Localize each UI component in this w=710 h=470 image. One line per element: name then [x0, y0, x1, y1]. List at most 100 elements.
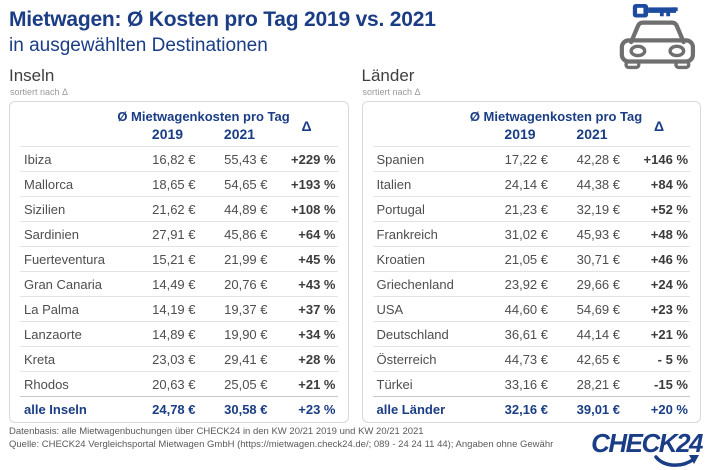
summary-row-laender: alle Länder 32,16 € 39,01 € +20 %	[372, 396, 690, 422]
delta-cell: +21 %	[298, 376, 336, 392]
delta-cell: +37 %	[298, 301, 336, 317]
header: Mietwagen: Ø Kosten pro Tag 2019 vs. 202…	[0, 0, 710, 58]
table-row: Portugal 21,23 € 32,19 € +52 %	[372, 196, 690, 221]
column-header-2019: 2019	[151, 126, 184, 142]
destination-cell: Österreich	[376, 351, 437, 367]
delta-cell: - 5 %	[657, 351, 688, 367]
summary-label: alle Inseln	[24, 402, 87, 417]
destination-cell: La Palma	[24, 301, 79, 317]
delta-cell: +24 %	[650, 276, 688, 292]
destination-cell: Kroatien	[376, 251, 425, 267]
table-row: Kreta 23,03 € 29,41 € +28 %	[20, 346, 338, 371]
logo-swoosh-arrow	[654, 455, 699, 467]
table-row: Sizilien 21,62 € 44,89 € +108 %	[20, 196, 338, 221]
delta-cell: +46 %	[650, 251, 688, 267]
section-laender: Länder sortiert nach Δ Ø Mietwagenkosten…	[361, 65, 701, 423]
price-2019-cell: 21,05 €	[504, 251, 548, 267]
price-2021-cell: 45,93 €	[576, 226, 620, 242]
table-card-laender: Ø Mietwagenkosten pro Tag 2019 2021 Δ Sp…	[361, 101, 701, 423]
table-header: Ø Mietwagenkosten pro Tag 2019 2021 Δ	[20, 102, 338, 146]
delta-cell: +21 %	[650, 326, 688, 342]
price-2019-cell: 44,60 €	[504, 301, 548, 317]
destination-cell: Sardinien	[24, 226, 79, 242]
summary-2019: 32,16 €	[504, 402, 548, 417]
price-2021-cell: 45,86 €	[224, 226, 268, 242]
summary-label: alle Länder	[376, 402, 446, 417]
price-2019-cell: 14,89 €	[152, 326, 196, 342]
price-2019-cell: 16,82 €	[152, 151, 196, 167]
delta-cell: +84 %	[650, 176, 688, 192]
price-2019-cell: 33,16 €	[504, 376, 548, 392]
price-2021-cell: 25,05 €	[224, 376, 268, 392]
destination-cell: Lanzaorte	[24, 326, 82, 342]
price-2019-cell: 24,14 €	[504, 176, 548, 192]
footnotes: Datenbasis: alle Mietwagenbuchungen über…	[9, 425, 553, 451]
summary-delta: +20 %	[650, 402, 688, 417]
destination-cell: Portugal	[376, 201, 425, 217]
delta-cell: +108 %	[291, 201, 336, 217]
table-header: Ø Mietwagenkosten pro Tag 2019 2021 Δ	[373, 102, 691, 146]
price-2019-cell: 14,19 €	[152, 301, 196, 317]
destination-cell: Kreta	[24, 351, 56, 367]
delta-cell: +64 %	[298, 226, 336, 242]
price-2021-cell: 54,69 €	[576, 301, 620, 317]
table-row: Frankreich 31,02 € 45,93 € +48 %	[372, 221, 690, 246]
section-inseln: Inseln sortiert nach Δ Ø Mietwagenkosten…	[9, 65, 349, 423]
column-header-delta: Δ	[301, 118, 312, 134]
price-2021-cell: 32,19 €	[576, 201, 620, 217]
sort-note-inseln: sortiert nach Δ	[10, 87, 69, 97]
destination-cell: Italien	[376, 176, 412, 192]
section-title-inseln: Inseln	[9, 66, 55, 85]
summary-delta: +23 %	[298, 402, 336, 417]
price-2019-cell: 27,91 €	[152, 226, 196, 242]
destination-cell: Mallorca	[24, 176, 74, 192]
destination-cell: Deutschland	[376, 326, 449, 342]
delta-cell: +34 %	[298, 326, 336, 342]
summary-2021: 39,01 €	[576, 402, 620, 417]
table-row: La Palma 14,19 € 19,37 € +37 %	[20, 296, 338, 321]
table-row: Italien 24,14 € 44,38 € +84 %	[372, 171, 690, 196]
destination-cell: Spanien	[376, 151, 425, 167]
price-2021-cell: 21,99 €	[224, 251, 268, 267]
delta-cell: +45 %	[298, 251, 336, 267]
page-subtitle: in ausgewählten Destinationen	[9, 35, 268, 56]
table-row: Gran Canaria 14,49 € 20,76 € +43 %	[20, 271, 338, 296]
delta-cell: -15 %	[654, 376, 688, 392]
price-2019-cell: 23,92 €	[504, 276, 548, 292]
delta-cell: +193 %	[291, 176, 336, 192]
summary-2021: 30,58 €	[224, 402, 268, 417]
table-body: Spanien 17,22 € 42,28 € +146 % Italien 24,14 …	[372, 146, 690, 396]
price-2019-cell: 23,03 €	[152, 351, 196, 367]
footnote-source: Quelle: CHECK24 Vergleichsportal Mietwag…	[9, 439, 554, 450]
table-row: Kroatien 21,05 € 30,71 € +46 %	[372, 246, 690, 271]
price-2019-cell: 31,02 €	[504, 226, 548, 242]
delta-cell: +23 %	[650, 301, 688, 317]
delta-cell: +28 %	[298, 351, 336, 367]
table-body: Ibiza 16,82 € 55,43 € +229 % Mallorca 18,65 €…	[20, 146, 338, 396]
delta-cell: +43 %	[298, 276, 336, 292]
table-card-inseln: Ø Mietwagenkosten pro Tag 2019 2021 Δ Ib…	[9, 101, 349, 423]
price-2021-cell: 19,37 €	[224, 301, 268, 317]
destination-cell: Ibiza	[24, 151, 52, 167]
table-row: Griechenland 23,92 € 29,66 € +24 %	[372, 271, 690, 296]
destination-cell: Rhodos	[24, 376, 69, 392]
delta-cell: +52 %	[650, 201, 688, 217]
price-2021-cell: 29,66 €	[576, 276, 620, 292]
price-2021-cell: 30,71 €	[576, 251, 620, 267]
price-2021-cell: 44,38 €	[576, 176, 620, 192]
check24-logo-text: CHECK24	[591, 428, 703, 458]
table-row: Rhodos 20,63 € 25,05 € +21 %	[20, 371, 338, 396]
price-2019-cell: 17,22 €	[504, 151, 548, 167]
summary-2019: 24,78 €	[152, 402, 196, 417]
table-row: Sardinien 27,91 € 45,86 € +64 %	[20, 221, 338, 246]
price-2021-cell: 29,41 €	[224, 351, 268, 367]
price-2021-cell: 54,65 €	[224, 176, 268, 192]
delta-cell: +146 %	[643, 151, 688, 167]
tables-container: Inseln sortiert nach Δ Ø Mietwagenkosten…	[0, 65, 710, 423]
destination-cell: Gran Canaria	[24, 276, 103, 292]
column-group-header: Ø Mietwagenkosten pro Tag	[469, 109, 643, 124]
price-2019-cell: 15,21 €	[152, 251, 196, 267]
destination-cell: Fuerteventura	[24, 251, 105, 267]
destination-cell: Türkei	[376, 376, 413, 392]
